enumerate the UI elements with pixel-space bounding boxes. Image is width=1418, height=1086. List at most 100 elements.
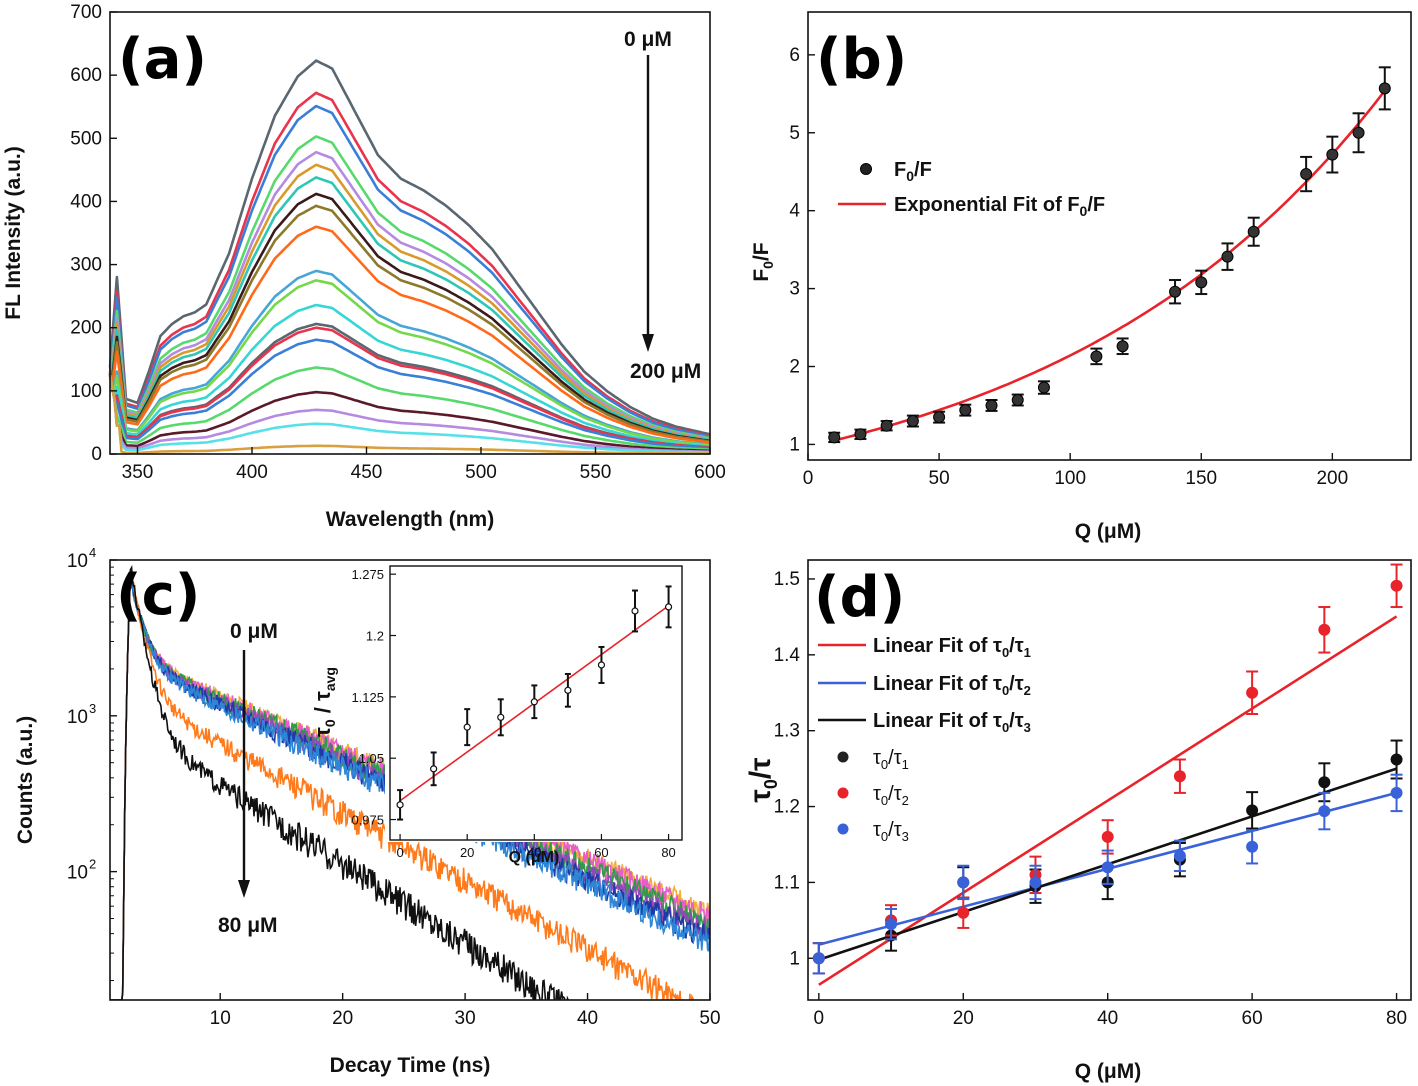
panel-b-point-1	[854, 428, 867, 441]
panel-b-point-10	[1116, 340, 1129, 353]
panel-c-inset-ytick-label: 1.2	[366, 629, 384, 644]
panel-a-ytick-label: 100	[70, 381, 102, 402]
panel-b-ytick-label: 2	[789, 357, 800, 378]
panel-a-curve-0	[108, 59, 711, 436]
panel-c-inset-xlabel: Q (μM)	[509, 849, 560, 866]
panel-a-curve-10	[108, 269, 711, 447]
panel-a-curve-15	[108, 338, 711, 450]
panel-b-ytick-label: 6	[789, 45, 800, 66]
panel-d-s3-point-2	[957, 876, 970, 889]
panel-c-ylabel: Counts (a.u.)	[14, 716, 37, 844]
panel-a-annotation-bottom: 200 μM	[630, 360, 701, 383]
panel-a-spectra: 350 400 450 500 550 600 0 100 200 300 400 500 600 700…	[2, 2, 726, 531]
panel-c-arrowhead	[238, 880, 250, 898]
panel-a-curve-11	[108, 279, 711, 447]
panel-d-xtick-label: 80	[1386, 1008, 1407, 1029]
panel-b-xtick-label: 50	[929, 468, 950, 489]
panel-c-ytick-label: 10	[67, 863, 88, 884]
panel-c-inset-point-1	[430, 765, 438, 773]
panel-c-inset-xtick-label: 80	[661, 845, 675, 860]
panel-d-tag: (d)	[814, 565, 905, 630]
panel-c-inset: 0 20 40 60 80 0.975 1.05 1.125 1.2 1.275 Q (μM) τ…	[310, 562, 685, 866]
panel-b-ytick-label: 3	[789, 279, 800, 300]
panel-c-inset-ytick-label: 0.975	[351, 813, 384, 828]
panel-c-xtick-label: 50	[699, 1008, 720, 1029]
panel-c-inset-points	[396, 585, 673, 821]
panel-b-xtick-label: 150	[1185, 468, 1217, 489]
panel-a-curve-6	[108, 176, 711, 442]
panel-a-curves	[108, 59, 711, 455]
panel-b-ytick-label: 1	[789, 434, 800, 455]
panel-c-annotation-bottom: 80 μM	[218, 914, 278, 937]
panel-c-ytick-label: 10	[67, 707, 88, 728]
panel-b-legend-point-label: F0/F	[894, 159, 932, 184]
panel-b-xlabel: Q (μM)	[1075, 520, 1142, 543]
panel-d-legend-fit3-label: Linear Fit of τ0/τ3	[873, 710, 1031, 735]
panel-c-inset-point-8	[664, 603, 673, 611]
panel-a-ticks: 350 400 450 500 550 600 0 100 200 300 400 500 600 700	[70, 2, 726, 483]
panel-c-xlabel: Decay Time (ns)	[330, 1054, 491, 1077]
panel-d-s2-point-5	[1173, 770, 1186, 783]
panel-a-curve-3	[108, 135, 711, 440]
panel-c-ytick-label: 10	[67, 551, 88, 572]
panel-d-s1-point-8	[1390, 753, 1403, 766]
panel-b-legend-point-marker	[860, 163, 872, 175]
panel-c-inset-point-6	[597, 661, 606, 669]
panel-c-inset-ytick-label: 1.125	[351, 690, 384, 705]
panel-d-s3-point-0	[812, 952, 825, 965]
panel-c-inset-xtick-label: 40	[527, 845, 541, 860]
panel-c-inset-frame	[389, 565, 683, 841]
panel-a-ytick-label: 700	[70, 2, 102, 23]
panel-d-ytick-label: 1.3	[774, 721, 800, 742]
panel-d-ytick-label: 1.1	[774, 872, 800, 893]
panel-c-tag: (c)	[116, 563, 200, 628]
panel-a-xtick-label: 400	[236, 462, 268, 483]
panel-a-ytick-label: 200	[70, 318, 102, 339]
panel-b-point-15	[1300, 168, 1313, 181]
panel-b-ytick-label: 4	[789, 201, 800, 222]
panel-a-xtick-label: 450	[351, 462, 383, 483]
panel-d-points	[812, 563, 1403, 975]
panel-a-curve-17	[108, 374, 711, 453]
panel-a-ylabel: FL Intensity (a.u.)	[2, 146, 25, 319]
panel-a-curve-5	[108, 163, 711, 441]
panel-a-xtick-label: 550	[580, 462, 612, 483]
panel-a-curve-18	[108, 374, 711, 454]
panel-c-inset-point-3	[497, 713, 505, 721]
panel-b-points	[828, 66, 1391, 444]
panel-a-arrowhead	[642, 334, 654, 352]
panel-d-ytick-label: 1.5	[774, 569, 800, 590]
panel-a-curve-20	[108, 374, 710, 455]
panel-d-legend-pt3-label: τ0/τ3	[873, 819, 909, 844]
panel-d-legend-pt1-label: τ0/τ1	[873, 747, 909, 772]
panel-d-xtick-label: 60	[1242, 1008, 1263, 1029]
panel-b-frame	[807, 11, 1412, 461]
panel-c-inset-xtick-label: 60	[594, 845, 608, 860]
panel-a-curve-19	[108, 374, 711, 454]
panel-d-s3-point-7	[1318, 805, 1331, 818]
panel-c-decay-6	[110, 569, 695, 1000]
panel-b-point-9	[1090, 350, 1103, 363]
panel-d-legend-pt2-marker	[837, 787, 849, 799]
panel-c-xtick-label: 10	[210, 1008, 231, 1029]
panel-d-ytick-label: 1.4	[774, 645, 801, 666]
panel-c-inset-ylabel: τ0 / τavg	[310, 667, 338, 737]
panel-c-ytick-exponent: 3	[89, 701, 96, 716]
panel-a-xtick-label: 350	[122, 462, 154, 483]
panel-d-ylabel: τ0/τ	[744, 757, 781, 802]
panel-d-s3-point-3	[1029, 876, 1042, 889]
panel-a-curve-12	[108, 303, 711, 448]
panel-b-point-18	[1378, 82, 1391, 95]
panel-d-ytick-label: 1.2	[774, 797, 800, 818]
panel-d-xtick-label: 0	[814, 1008, 825, 1029]
panel-d-legend-fit2-label: Linear Fit of τ0/τ2	[873, 673, 1031, 698]
panel-b-point-7	[1011, 394, 1024, 407]
panel-c-annotation-top: 0 μM	[230, 620, 278, 643]
panel-a-ytick-label: 500	[70, 128, 102, 149]
panel-c-ytick-exponent: 2	[89, 857, 96, 872]
panel-d-frame	[807, 559, 1412, 1001]
panel-d-s1-point-6	[1246, 804, 1259, 817]
panel-c-inset-ytick-label: 1.05	[359, 751, 384, 766]
